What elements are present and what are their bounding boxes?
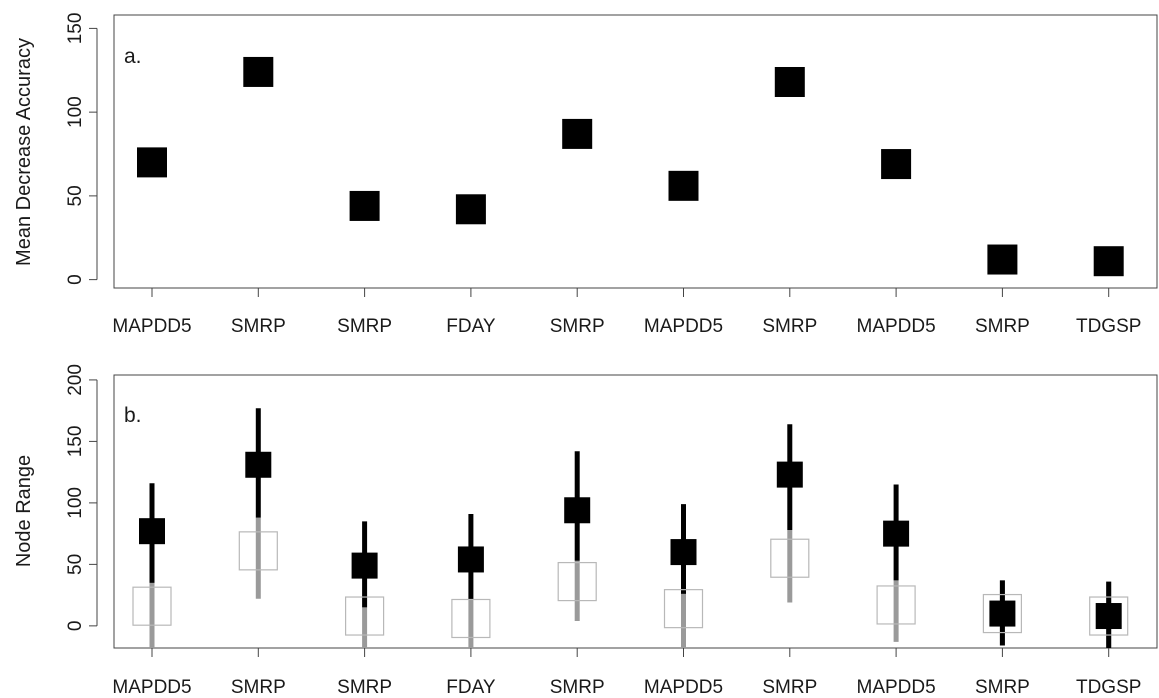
x-category-label: MAPDD5 — [112, 677, 191, 698]
data-point-hollow — [451, 598, 491, 639]
data-point-filled — [457, 546, 484, 573]
x-category-label: MAPDD5 — [857, 677, 936, 698]
data-point — [562, 118, 593, 149]
x-category-label: MAPDD5 — [112, 316, 191, 337]
data-point-filled — [670, 539, 697, 566]
x-category-label: SMRP — [762, 677, 817, 698]
data-point-hollow — [345, 596, 385, 636]
x-category-label: MAPDD5 — [644, 316, 723, 337]
data-point-hollow — [557, 561, 597, 602]
panel-a-ylabel: Mean Decrease Accuracy — [13, 38, 35, 266]
y-tick-label: 50 — [65, 185, 86, 206]
panel-b-ylabel: Node Range — [13, 455, 35, 567]
x-category-label: SMRP — [550, 677, 605, 698]
y-tick-label: 150 — [65, 13, 86, 45]
data-point-filled — [351, 552, 378, 579]
x-category-label: SMRP — [550, 316, 605, 337]
panel-a-y-axis: 0 50 100 150 — [65, 13, 98, 285]
data-point-hollow — [770, 538, 810, 578]
x-category-label: SMRP — [231, 316, 286, 337]
data-point — [137, 147, 167, 178]
data-point — [349, 190, 380, 221]
data-point-filled — [1095, 603, 1122, 630]
data-point — [881, 149, 912, 180]
x-category-label: SMRP — [762, 316, 817, 337]
data-point-filled — [989, 600, 1016, 627]
y-tick-label: 150 — [65, 426, 86, 458]
y-tick-label: 50 — [65, 554, 86, 575]
panel-b-ranges — [149, 408, 1112, 648]
data-point — [1093, 246, 1124, 277]
data-point-hollow — [1089, 596, 1129, 636]
y-tick-label: 100 — [65, 487, 86, 519]
data-point — [455, 194, 486, 225]
data-point-filled — [776, 461, 803, 488]
y-tick-label: 0 — [65, 621, 86, 632]
y-tick-label: 0 — [65, 274, 86, 285]
data-point-filled — [564, 497, 591, 524]
panel-b-x-axis: MAPDD5 SMRP SMRP FDAY SMRP MAPDD5 SMRP MAPDD5 SM… — [112, 647, 1141, 698]
x-category-label: SMRP — [231, 677, 286, 698]
panel-a: Mean Decrease Accuracy a. 0 50 100 150 MAPD… — [13, 13, 1158, 337]
data-point-hollow — [132, 586, 172, 626]
data-point-filled — [883, 520, 910, 547]
y-tick-label: 100 — [65, 96, 86, 128]
data-point-filled — [245, 451, 272, 478]
x-category-label: FDAY — [446, 677, 496, 698]
x-category-label: SMRP — [975, 316, 1030, 337]
x-category-label: MAPDD5 — [857, 316, 936, 337]
x-category-label: SMRP — [975, 677, 1030, 698]
panel-b: Node Range b. 0 50 100 150 200 MAPDD5 SMRP SMR… — [13, 364, 1158, 698]
x-category-label: TDGSP — [1076, 677, 1141, 698]
x-category-label: TDGSP — [1076, 316, 1141, 337]
data-point-hollow — [982, 593, 1023, 634]
x-category-label: SMRP — [337, 316, 392, 337]
data-point — [668, 170, 699, 201]
y-tick-label: 200 — [65, 364, 86, 396]
x-category-label: SMRP — [337, 677, 392, 698]
x-category-label: MAPDD5 — [644, 677, 723, 698]
panel-a-x-axis: MAPDD5 SMRP SMRP FDAY SMRP MAPDD5 SMRP MAPDD5 SM… — [112, 287, 1141, 337]
data-point-hollow — [663, 589, 704, 629]
panel-a-marks — [137, 56, 1124, 277]
panel-b-y-axis: 0 50 100 150 200 — [65, 364, 98, 632]
panel-b-marks — [132, 451, 1129, 639]
data-point — [243, 56, 274, 87]
data-point — [987, 244, 1018, 275]
panel-a-tag: a. — [124, 45, 142, 68]
data-point — [774, 66, 805, 97]
data-point-hollow — [876, 585, 916, 625]
data-point-hollow — [238, 531, 278, 571]
x-category-label: FDAY — [446, 316, 496, 337]
data-point-filled — [139, 518, 165, 545]
panel-b-tag: b. — [124, 404, 142, 427]
